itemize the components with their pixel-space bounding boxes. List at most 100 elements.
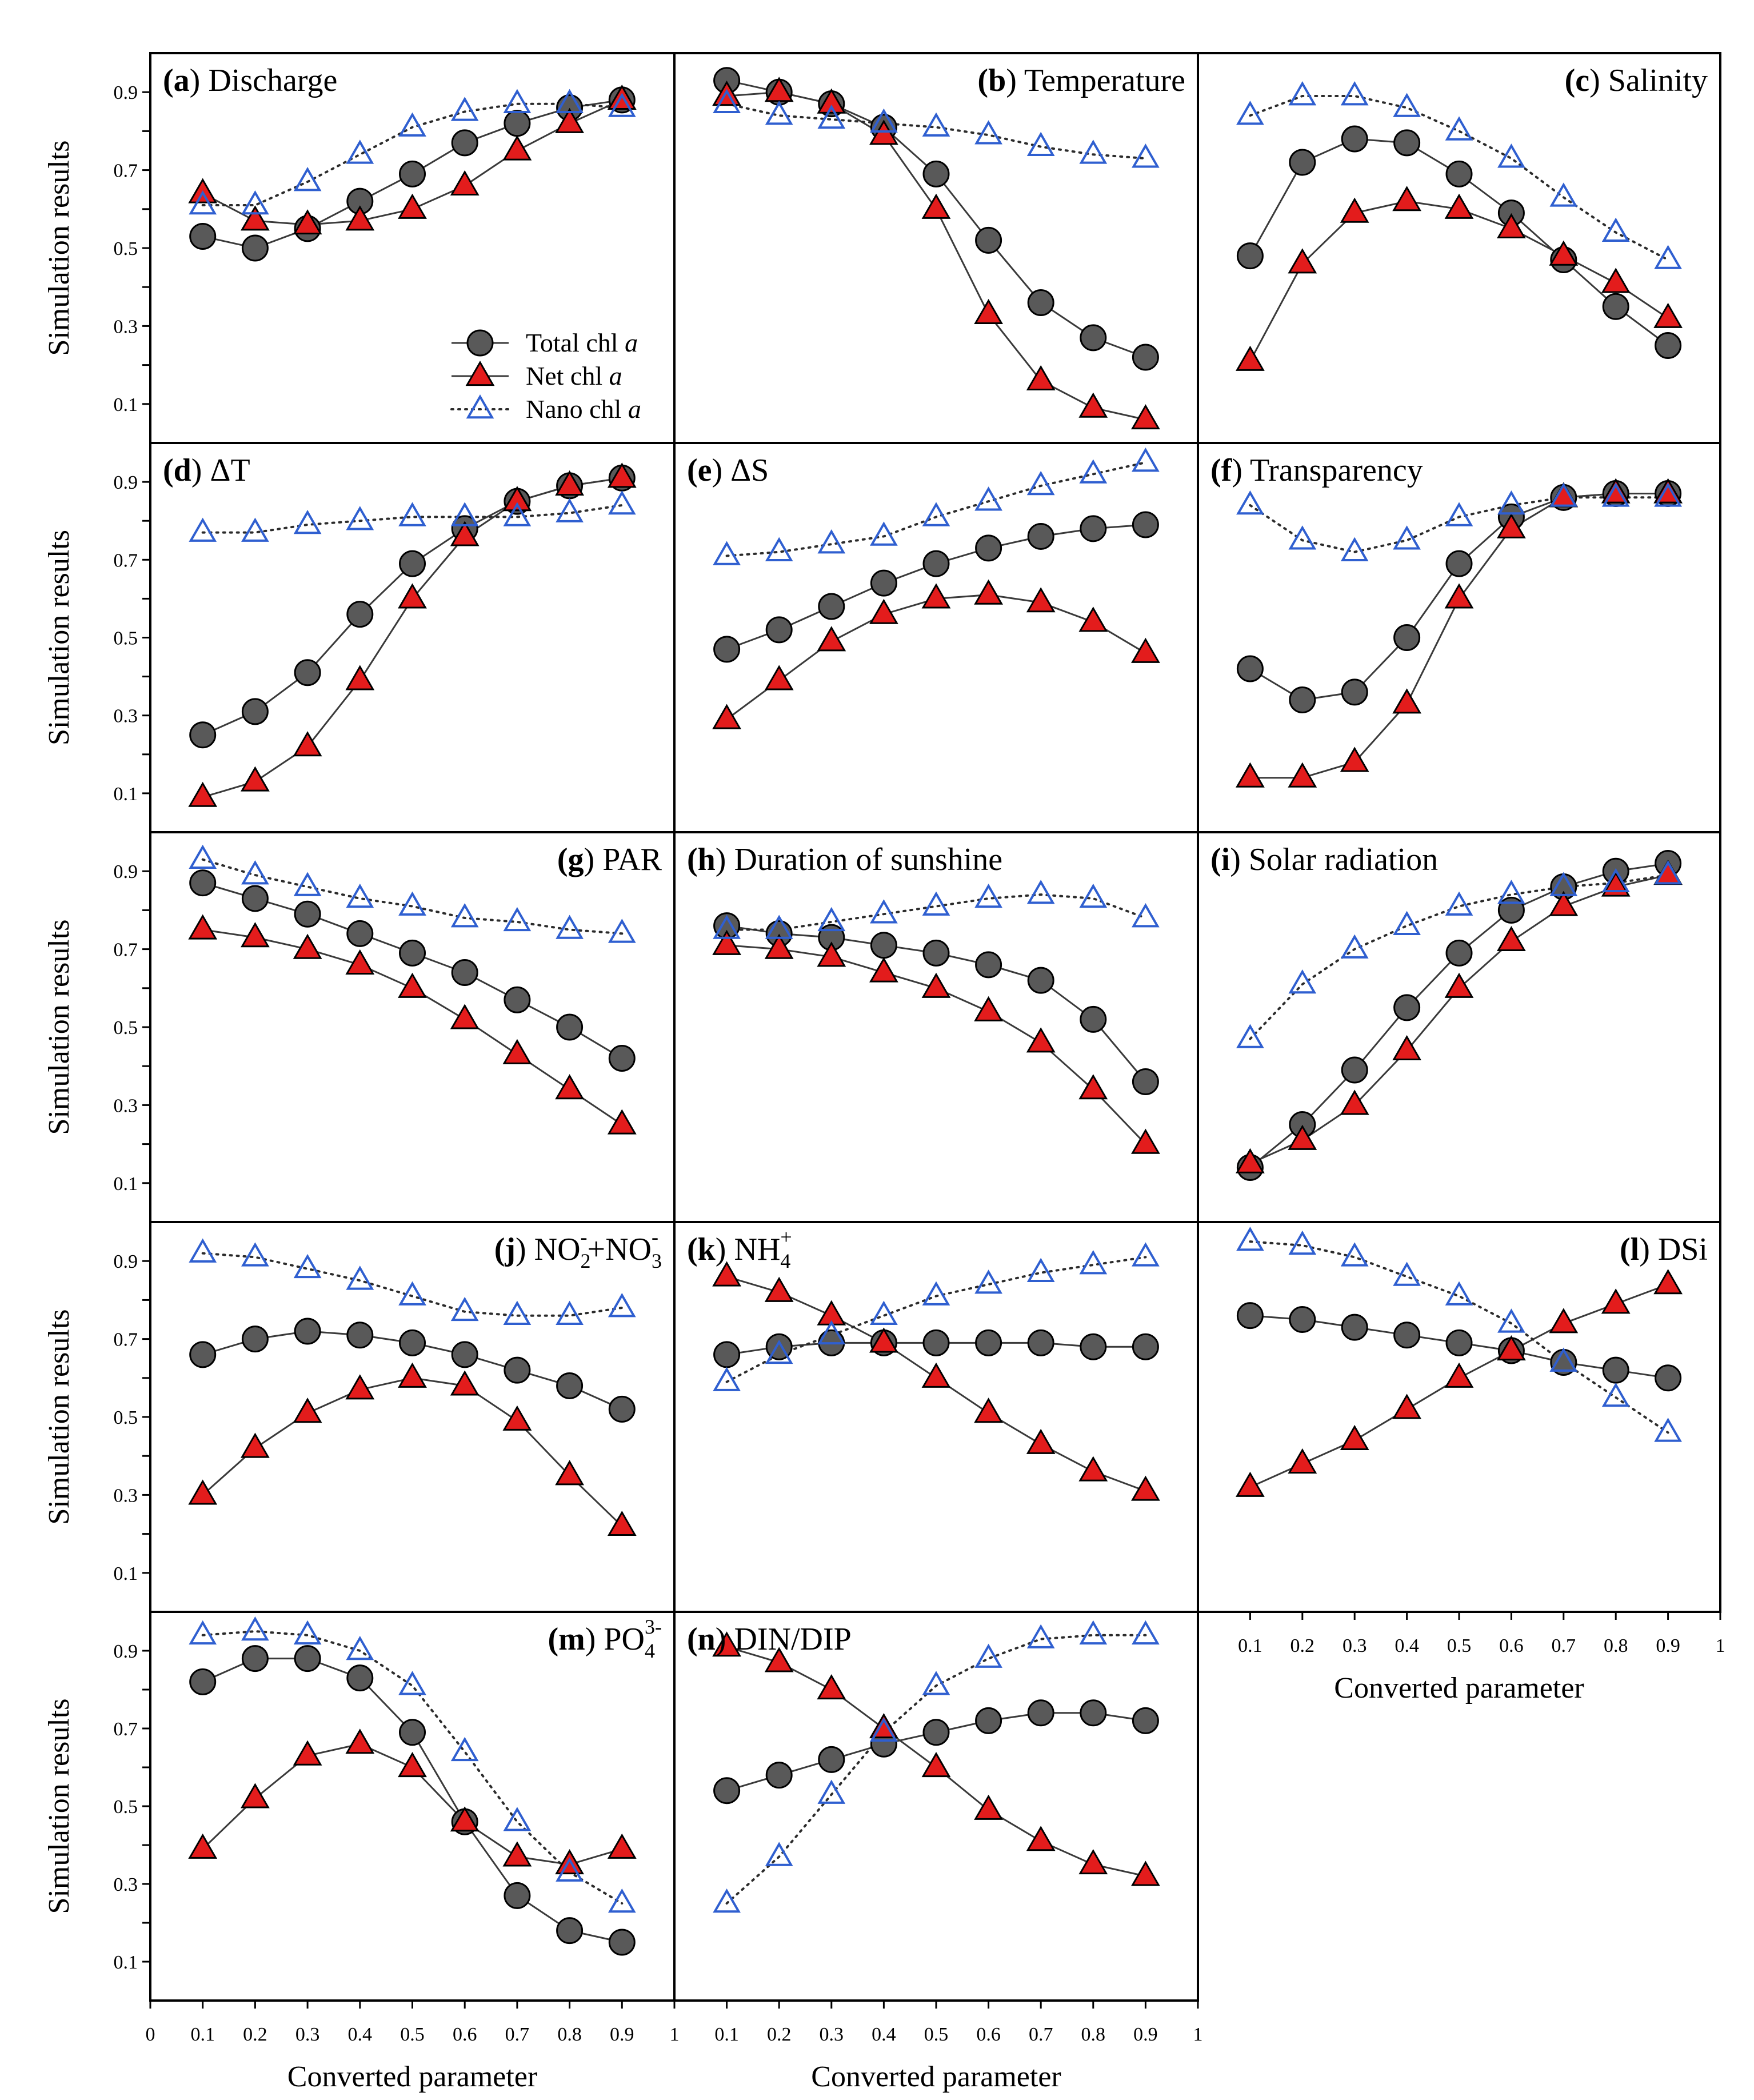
- point-nano: [1079, 883, 1108, 908]
- y-tick-label: 0.5: [114, 628, 138, 649]
- x-tick-label: 0.2: [767, 2024, 792, 2045]
- point-nano: [974, 1269, 1002, 1294]
- point-nano: [817, 104, 846, 129]
- panel-title: (n) DIN/DIP: [687, 1622, 852, 1657]
- point-nano: [1026, 880, 1055, 904]
- y-tick-label: 0.1: [114, 1563, 138, 1584]
- point-nano: [765, 1339, 793, 1364]
- point-nano: [1236, 101, 1264, 125]
- point-total: [399, 160, 426, 187]
- point-net: [1236, 345, 1265, 371]
- point-total: [608, 1395, 636, 1423]
- point-total: [294, 1645, 321, 1672]
- point-total: [1027, 1699, 1054, 1727]
- x-axis-label: Converted parameter: [811, 2061, 1061, 2093]
- point-net: [764, 933, 794, 959]
- point-total: [922, 550, 950, 577]
- point-total: [504, 1882, 531, 1909]
- point-nano: [1340, 537, 1369, 561]
- series-line-nano: [201, 858, 624, 935]
- point-total: [451, 129, 478, 157]
- point-nano: [1132, 1242, 1160, 1267]
- legend-marker-net: [465, 360, 495, 386]
- point-net: [555, 1074, 584, 1100]
- y-tick-label: 0.1: [114, 394, 138, 416]
- point-net: [817, 941, 846, 967]
- point-nano: [398, 1281, 426, 1305]
- point-total: [346, 1664, 374, 1692]
- point-nano: [1340, 81, 1369, 106]
- panel-title: (a) Discharge: [163, 63, 337, 98]
- panel-frame: [673, 831, 1199, 1223]
- point-total: [504, 1356, 531, 1384]
- point-net: [241, 766, 270, 792]
- y-tick-label: 0.1: [114, 784, 138, 805]
- point-nano: [503, 1300, 532, 1325]
- panel-frame: [673, 1611, 1199, 2002]
- point-net: [1444, 1362, 1474, 1388]
- point-net: [293, 933, 322, 959]
- point-nano: [398, 891, 426, 916]
- series-line-nano: [725, 1256, 1147, 1383]
- x-axis-col-2: 0.1 0.2 0.3 0.4 0.5 0.6 0.7 0.8 0.9 1 Converted pa…: [1197, 1612, 1725, 1704]
- point-nano: [293, 167, 322, 191]
- point-nano: [1601, 482, 1630, 507]
- panel-title: (m) PO43-: [548, 1615, 662, 1662]
- series-line-nano: [201, 1630, 624, 1905]
- y-tick-label: 0.1: [114, 1173, 138, 1195]
- point-total: [1236, 655, 1264, 682]
- point-total: [189, 1341, 217, 1368]
- point-nano: [1393, 911, 1421, 935]
- point-nano: [1236, 1024, 1264, 1048]
- point-nano: [1445, 1281, 1473, 1305]
- point-total: [975, 534, 1002, 562]
- point-nano: [189, 190, 217, 215]
- point-net: [241, 1432, 270, 1458]
- point-nano: [398, 502, 426, 526]
- point-nano: [346, 506, 374, 530]
- series-line-nano: [725, 461, 1147, 557]
- y-tick-label: 0.7: [114, 1719, 138, 1740]
- point-nano: [189, 1238, 217, 1263]
- point-nano: [556, 1300, 584, 1325]
- point-net: [555, 1849, 584, 1875]
- point-total: [1132, 1068, 1159, 1095]
- point-net: [1026, 365, 1056, 390]
- point-net: [502, 135, 532, 161]
- point-net: [1288, 1124, 1317, 1150]
- point-net: [345, 1728, 375, 1754]
- point-nano: [1393, 1261, 1421, 1286]
- point-net: [1392, 186, 1421, 211]
- point-total: [870, 569, 897, 597]
- point-nano: [1654, 860, 1682, 885]
- point-nano: [241, 517, 269, 542]
- point-net: [1131, 637, 1160, 663]
- point-net: [974, 579, 1003, 605]
- y-tick-label: 0.9: [114, 1641, 138, 1662]
- point-nano: [398, 112, 426, 137]
- point-total: [975, 1329, 1002, 1356]
- point-net: [764, 1276, 794, 1302]
- point-nano: [556, 89, 584, 113]
- panel-a: 0.1 0.3 0.5 0.7 0.9 Simulation results (a) Dis…: [43, 52, 676, 444]
- point-total: [1445, 939, 1473, 967]
- point-nano: [450, 502, 479, 526]
- point-total: [1080, 1333, 1107, 1360]
- point-net: [1340, 197, 1369, 223]
- point-total: [1289, 1306, 1316, 1333]
- point-total: [1289, 686, 1316, 713]
- point-total: [1445, 550, 1473, 577]
- x-tick-label: 0.2: [1290, 1635, 1315, 1656]
- point-total: [1602, 1356, 1629, 1384]
- point-net: [1444, 972, 1474, 998]
- point-nano: [765, 915, 793, 939]
- point-nano: [1654, 1418, 1682, 1442]
- point-total: [1132, 1333, 1159, 1360]
- point-total: [922, 1329, 950, 1356]
- point-total: [1341, 125, 1368, 153]
- point-nano: [1026, 1257, 1055, 1282]
- point-nano: [1445, 891, 1473, 916]
- point-net: [345, 949, 375, 975]
- point-nano: [1654, 245, 1682, 269]
- point-net: [450, 1370, 480, 1396]
